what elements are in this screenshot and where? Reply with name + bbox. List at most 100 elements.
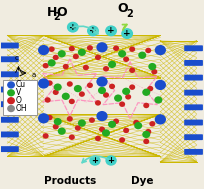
Text: +: +: [108, 156, 115, 165]
Circle shape: [154, 96, 162, 104]
Text: 2: 2: [53, 12, 60, 22]
Circle shape: [38, 113, 49, 123]
Text: +: +: [107, 26, 115, 35]
Circle shape: [96, 42, 108, 53]
Circle shape: [142, 89, 150, 96]
Circle shape: [54, 118, 62, 125]
FancyBboxPatch shape: [0, 146, 19, 152]
Circle shape: [8, 98, 14, 104]
FancyBboxPatch shape: [0, 43, 19, 48]
Circle shape: [118, 50, 126, 57]
FancyArrowPatch shape: [72, 26, 98, 34]
Circle shape: [98, 87, 106, 94]
Circle shape: [103, 66, 109, 72]
Circle shape: [95, 136, 101, 141]
Circle shape: [90, 156, 100, 165]
Circle shape: [62, 93, 70, 100]
Circle shape: [53, 90, 59, 95]
Circle shape: [123, 57, 129, 62]
Text: Dye: Dye: [131, 176, 153, 186]
Circle shape: [68, 22, 78, 32]
Circle shape: [108, 121, 116, 128]
Text: Products: Products: [44, 176, 96, 186]
FancyBboxPatch shape: [0, 87, 19, 92]
Circle shape: [106, 26, 116, 36]
Circle shape: [83, 65, 89, 70]
Circle shape: [133, 120, 139, 125]
Text: +: +: [69, 23, 77, 32]
Circle shape: [122, 88, 130, 95]
Circle shape: [113, 119, 119, 124]
Circle shape: [73, 54, 79, 59]
FancyBboxPatch shape: [184, 90, 203, 96]
FancyBboxPatch shape: [0, 117, 19, 123]
Circle shape: [78, 49, 86, 56]
Text: a: a: [32, 72, 36, 78]
Circle shape: [49, 46, 55, 52]
Circle shape: [96, 77, 108, 87]
Circle shape: [75, 125, 81, 131]
Circle shape: [145, 48, 151, 53]
Circle shape: [38, 45, 49, 55]
Circle shape: [43, 63, 49, 68]
FancyBboxPatch shape: [184, 104, 203, 110]
Circle shape: [45, 97, 51, 103]
Circle shape: [53, 55, 59, 60]
Circle shape: [87, 45, 93, 51]
FancyBboxPatch shape: [3, 80, 37, 115]
Text: +: +: [89, 26, 97, 35]
FancyBboxPatch shape: [184, 75, 203, 81]
Circle shape: [96, 111, 108, 121]
Circle shape: [79, 91, 85, 97]
Circle shape: [47, 115, 53, 120]
Circle shape: [129, 67, 135, 73]
Circle shape: [123, 128, 129, 133]
Circle shape: [155, 80, 166, 90]
Circle shape: [129, 46, 135, 52]
Text: O: O: [57, 6, 67, 19]
Text: +: +: [91, 156, 99, 165]
Circle shape: [151, 69, 157, 74]
Circle shape: [69, 134, 75, 140]
FancyArrowPatch shape: [82, 156, 109, 163]
Circle shape: [113, 46, 119, 51]
Circle shape: [58, 50, 66, 57]
Circle shape: [138, 52, 146, 59]
Text: V: V: [16, 88, 21, 97]
Circle shape: [67, 81, 73, 87]
Circle shape: [119, 101, 125, 107]
Circle shape: [78, 119, 86, 127]
Circle shape: [58, 127, 66, 135]
FancyBboxPatch shape: [184, 134, 203, 140]
Text: H: H: [47, 6, 57, 19]
Text: OH: OH: [16, 104, 28, 113]
Circle shape: [89, 117, 95, 123]
Circle shape: [119, 137, 125, 143]
Circle shape: [53, 124, 59, 129]
Circle shape: [134, 122, 142, 129]
Circle shape: [54, 84, 62, 91]
Circle shape: [103, 92, 109, 98]
Circle shape: [108, 61, 116, 68]
Circle shape: [88, 26, 98, 36]
FancyBboxPatch shape: [184, 60, 203, 66]
Text: O: O: [16, 96, 22, 105]
Circle shape: [8, 106, 14, 112]
FancyBboxPatch shape: [184, 45, 203, 51]
Circle shape: [114, 94, 122, 102]
Circle shape: [63, 64, 69, 69]
FancyBboxPatch shape: [0, 132, 19, 137]
Circle shape: [69, 46, 75, 51]
Circle shape: [155, 114, 166, 125]
Circle shape: [106, 156, 116, 165]
Text: c: c: [14, 55, 18, 61]
Circle shape: [147, 86, 153, 91]
Text: O: O: [118, 2, 129, 15]
Circle shape: [145, 129, 151, 134]
Circle shape: [99, 127, 105, 132]
Circle shape: [8, 82, 14, 88]
FancyBboxPatch shape: [0, 56, 19, 62]
Circle shape: [95, 100, 101, 106]
Circle shape: [87, 83, 93, 88]
Circle shape: [43, 133, 49, 139]
